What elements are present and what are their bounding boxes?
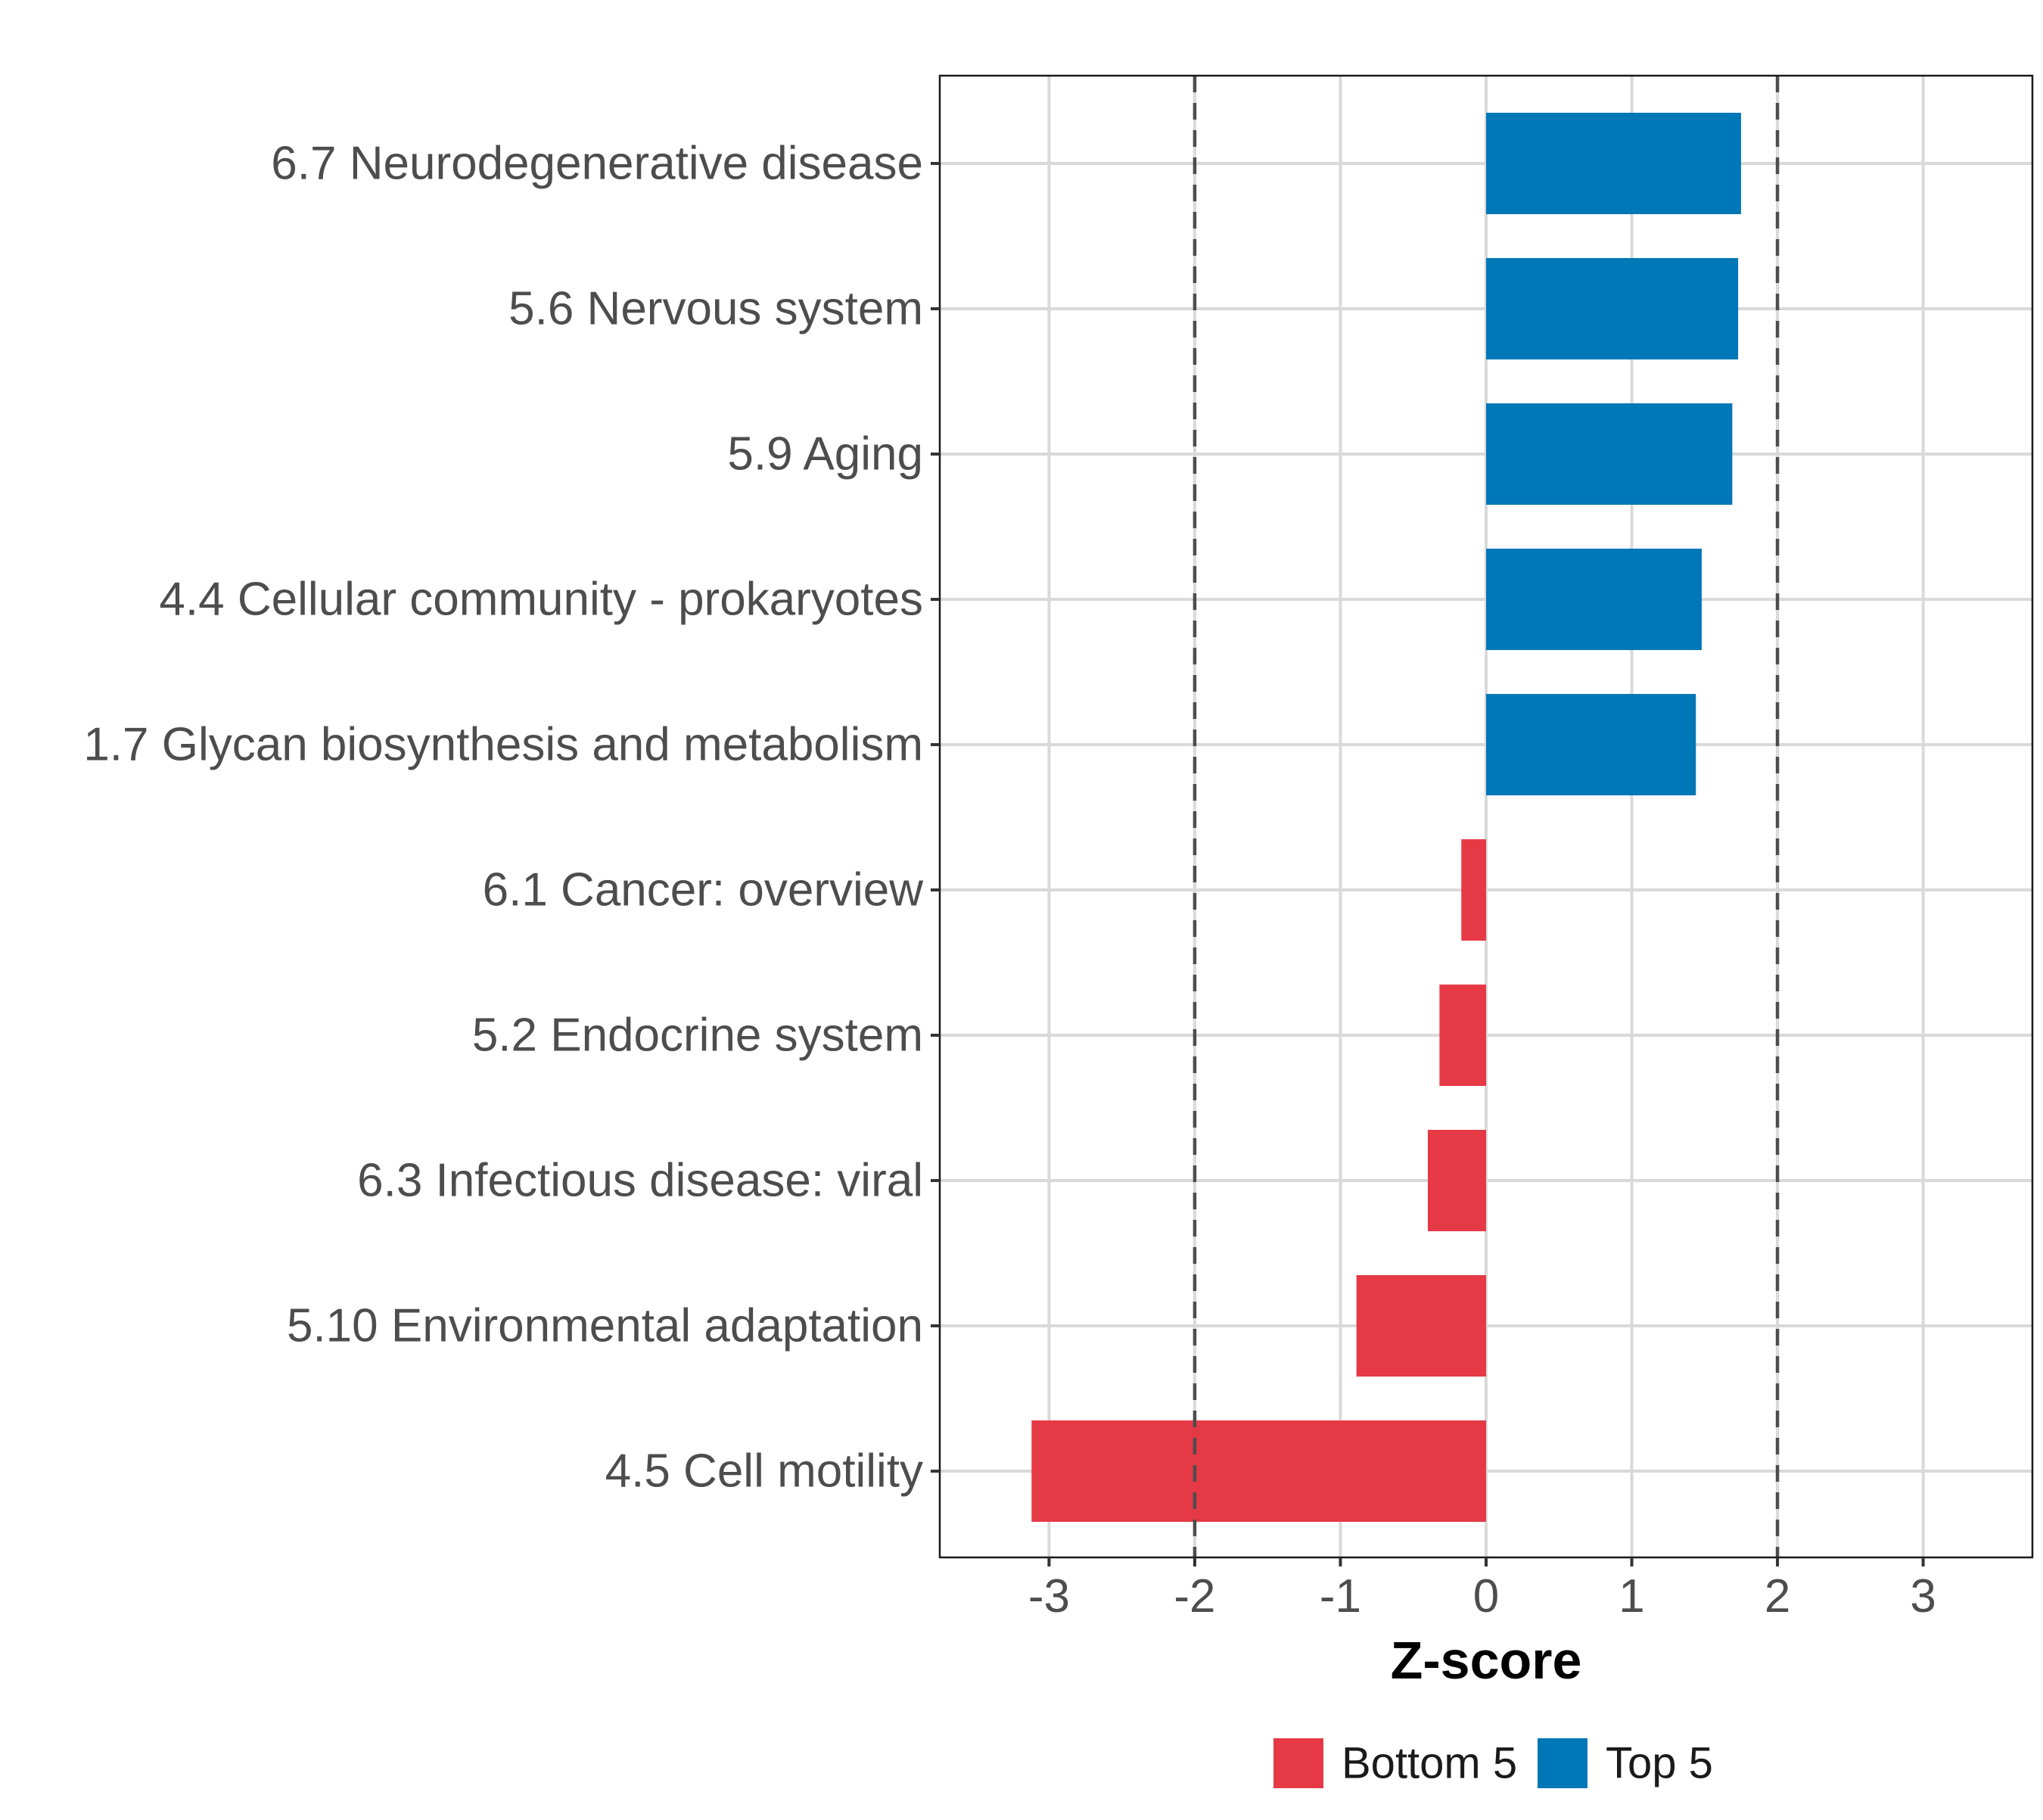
legend-label-bottom-5: Bottom 5 bbox=[1342, 1739, 1517, 1788]
bar-5-2-endocrine-system bbox=[1439, 985, 1486, 1086]
category-label: 5.6 Nervous system bbox=[508, 283, 923, 335]
category-label: 5.10 Environmental adaptation bbox=[287, 1300, 923, 1352]
legend-swatch-bottom-5 bbox=[1273, 1738, 1323, 1788]
category-label: 6.7 Neurodegenerative disease bbox=[271, 138, 923, 190]
category-label: 6.3 Infectious disease: viral bbox=[357, 1155, 923, 1207]
category-label: 5.9 Aging bbox=[727, 428, 923, 481]
legend-swatch-top-5 bbox=[1538, 1738, 1587, 1788]
bar-6-3-infectious-disease-viral bbox=[1427, 1130, 1486, 1231]
x-axis-title: Z-score bbox=[1391, 1631, 1582, 1690]
x-tick-label: 3 bbox=[1910, 1570, 1936, 1622]
category-label: 4.5 Cell motility bbox=[605, 1445, 923, 1498]
bar-5-6-nervous-system bbox=[1486, 258, 1739, 359]
legend: Bottom 5 Top 5 bbox=[1273, 1738, 1713, 1788]
bar-6-7-neurodegenerative-disease bbox=[1486, 113, 1741, 214]
category-label: 4.4 Cellular community - prokaryotes bbox=[159, 574, 923, 626]
y-axis: 6.7 Neurodegenerative disease 5.6 Nervous… bbox=[83, 138, 940, 1498]
x-tick-label: 0 bbox=[1473, 1570, 1499, 1622]
reference-lines bbox=[1193, 76, 1780, 1557]
x-axis: -3 -2 -1 0 1 2 3 bbox=[1028, 1557, 1936, 1622]
x-tick-label: 2 bbox=[1765, 1570, 1790, 1622]
x-tick-label: -3 bbox=[1028, 1570, 1070, 1622]
bar-4-5-cell-motility bbox=[1031, 1420, 1486, 1522]
x-tick-label: 1 bbox=[1619, 1570, 1644, 1622]
category-label: 6.1 Cancer: overview bbox=[483, 864, 924, 916]
bar-4-4-cellular-community-prokaryotes bbox=[1486, 549, 1702, 650]
bar-5-9-aging bbox=[1486, 403, 1733, 505]
legend-label-top-5: Top 5 bbox=[1606, 1739, 1713, 1788]
bar-6-1-cancer-overview bbox=[1461, 839, 1486, 941]
bar-1-7-glycan-biosynthesis-and-metabolism bbox=[1486, 694, 1696, 795]
bar-5-10-environmental-adaptation bbox=[1356, 1275, 1486, 1377]
x-tick-label: -1 bbox=[1320, 1570, 1361, 1622]
category-label: 5.2 Endocrine system bbox=[472, 1010, 923, 1062]
bars bbox=[1031, 113, 1741, 1522]
category-label: 1.7 Glycan biosynthesis and metabolism bbox=[83, 719, 923, 771]
x-tick-label: -2 bbox=[1174, 1570, 1215, 1622]
